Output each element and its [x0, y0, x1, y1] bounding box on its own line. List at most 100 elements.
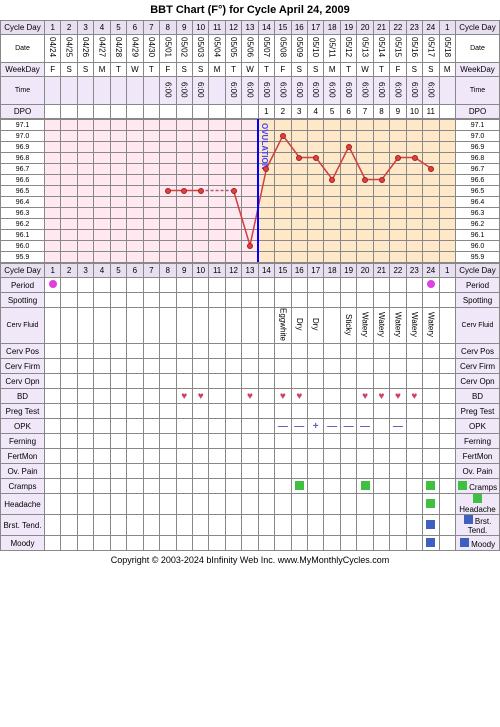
cell: 05/07 [258, 35, 274, 63]
temp-cell [308, 131, 324, 142]
temp-cell [439, 153, 456, 164]
symptom-cell [258, 293, 274, 308]
temp-cell [192, 252, 208, 263]
symptom-cell [439, 434, 456, 449]
temp-cell [176, 208, 192, 219]
symptom-cell [94, 389, 110, 404]
cell: 05/01 [160, 35, 176, 63]
symptom-cell [275, 293, 291, 308]
temp-cell [176, 230, 192, 241]
symptom-cell [192, 419, 208, 434]
row-label-left: Brst. Tend. [1, 515, 45, 536]
symptom-cell [275, 404, 291, 419]
symptom-cell [308, 293, 324, 308]
cell: 6:00 [423, 77, 439, 105]
symptom-cell [324, 449, 340, 464]
row-label-right: Date [456, 35, 500, 63]
cell: 05/06 [242, 35, 258, 63]
temp-point [329, 177, 335, 183]
temp-cell [209, 164, 225, 175]
cell: 1 [439, 264, 456, 278]
cell: 05/14 [373, 35, 389, 63]
symptom-cell [45, 494, 61, 515]
temp-cell [143, 153, 159, 164]
row-label-right: FertMon [456, 449, 500, 464]
symptom-cell [225, 293, 241, 308]
symptom-cell [390, 479, 406, 494]
symptom-cell [61, 494, 77, 515]
temp-cell [77, 208, 93, 219]
temp-cell [110, 252, 126, 263]
temp-scale-label: 96.5 [456, 186, 500, 197]
temp-cell [275, 175, 291, 186]
row-label-right: Spotting [456, 293, 500, 308]
temp-scale-label: 97.1 [1, 120, 45, 131]
cell [94, 105, 110, 119]
symptom-cell [110, 434, 126, 449]
cell: 6:00 [160, 77, 176, 105]
cell: 16 [291, 264, 307, 278]
cell: 14 [258, 21, 274, 35]
temp-cell [390, 186, 406, 197]
temp-cell [308, 120, 324, 131]
symptom-cell [94, 404, 110, 419]
temp-cell [209, 197, 225, 208]
temp-cell [127, 153, 143, 164]
cell [61, 77, 77, 105]
symptom-cell [308, 494, 324, 515]
temp-point [165, 188, 171, 194]
temp-cell [357, 219, 373, 230]
cell: 6:00 [225, 77, 241, 105]
symptom-cell [192, 479, 208, 494]
symptom-cell [340, 536, 356, 551]
cell [143, 105, 159, 119]
symptom-cell [209, 278, 225, 293]
symptom-cell [225, 359, 241, 374]
temp-cell [77, 186, 93, 197]
cell: 9 [176, 264, 192, 278]
symptom-cell [275, 278, 291, 293]
temp-cell [110, 219, 126, 230]
symptom-cell [373, 515, 389, 536]
temp-cell [176, 219, 192, 230]
symptom-cell [373, 449, 389, 464]
symptom-cell [160, 449, 176, 464]
symptom-cell [423, 359, 439, 374]
temp-cell [275, 120, 291, 131]
temp-cell [209, 131, 225, 142]
cell: 04/27 [94, 35, 110, 63]
temp-cell [308, 252, 324, 263]
symptom-cell [324, 536, 340, 551]
temp-cell [242, 175, 258, 186]
temp-cell [110, 120, 126, 131]
temp-cell [110, 197, 126, 208]
temp-scale-label: 96.0 [1, 241, 45, 252]
temp-cell [61, 131, 77, 142]
cell: 1 [439, 21, 456, 35]
temp-cell [242, 230, 258, 241]
symptom-cell [439, 494, 456, 515]
symptom-cell [340, 404, 356, 419]
temp-cell [176, 153, 192, 164]
temp-cell [192, 175, 208, 186]
temp-cell [143, 208, 159, 219]
symptom-cell [308, 449, 324, 464]
symptom-cell [423, 344, 439, 359]
temp-cell [373, 208, 389, 219]
temp-cell [275, 142, 291, 153]
symptom-cell [127, 449, 143, 464]
symptom-cell [160, 278, 176, 293]
cell: 8 [160, 264, 176, 278]
cell: 05/11 [324, 35, 340, 63]
temp-cell [160, 230, 176, 241]
temp-cell [94, 175, 110, 186]
square-icon [295, 481, 304, 490]
temp-cell [242, 164, 258, 175]
symptom-cell [242, 419, 258, 434]
cell: 5 [110, 21, 126, 35]
symptom-cell [406, 419, 422, 434]
temp-cell [406, 230, 422, 241]
temp-point [346, 144, 352, 150]
temp-cell [143, 131, 159, 142]
symptom-cell [61, 389, 77, 404]
